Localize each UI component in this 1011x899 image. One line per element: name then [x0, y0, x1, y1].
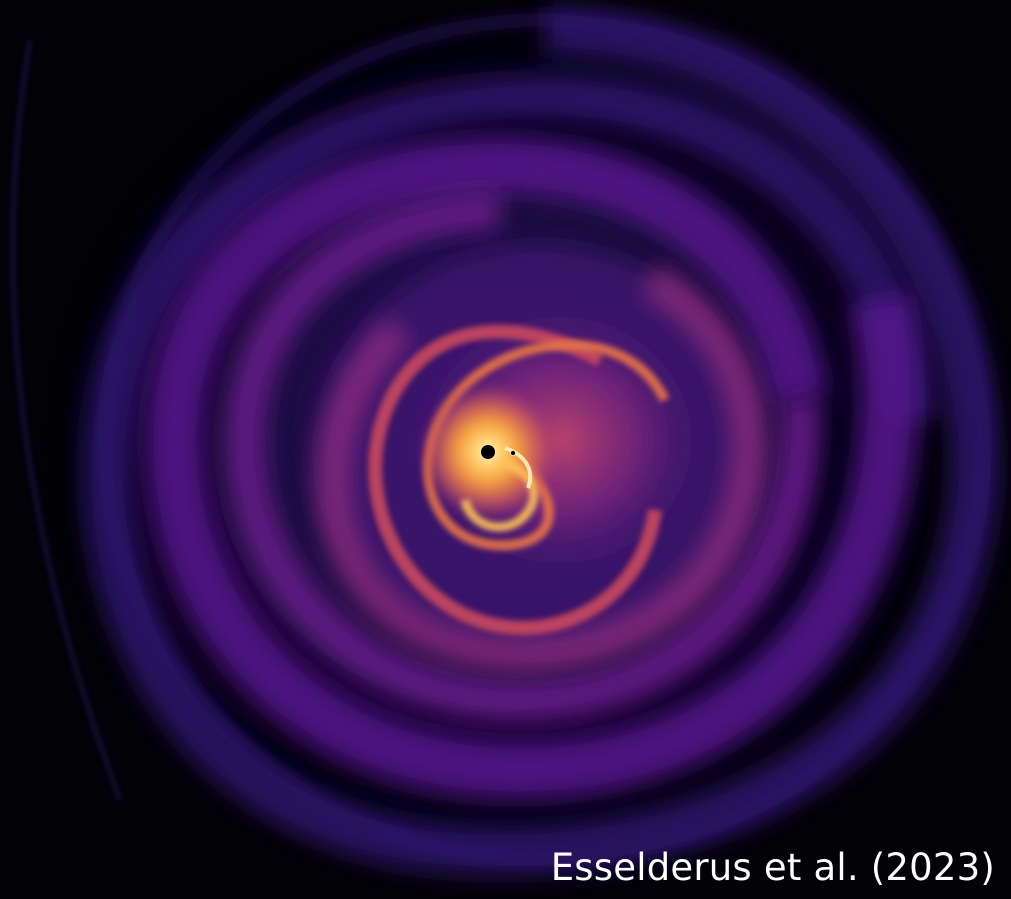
outer-spiral-arm: [83, 6, 999, 875]
image-credit: Esselderus et al. (2023): [550, 846, 995, 889]
outer-shell: [9, 39, 123, 802]
companion-icon: [510, 450, 516, 456]
central-star-icon: [481, 445, 495, 459]
inner-spiral-arm: [368, 324, 662, 635]
mid-spiral-arm: [145, 135, 919, 800]
